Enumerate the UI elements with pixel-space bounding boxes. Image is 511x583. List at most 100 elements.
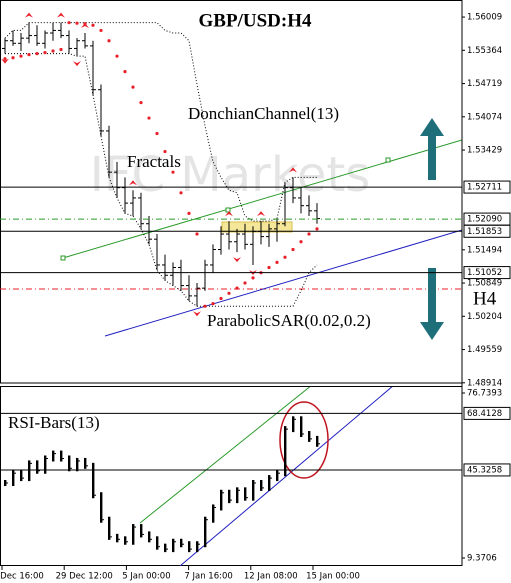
sar-dot [19,54,23,58]
rsi-bar [292,416,295,433]
level-box [463,463,511,477]
trend-anchor [60,255,66,261]
fractal-up [225,211,233,217]
sar-dot [91,23,95,27]
annotation: DonchianChannel(13) [188,104,339,123]
rsi-bar [148,531,151,543]
sar-dot [235,286,239,290]
trend-anchor [385,157,391,163]
sar-dot [187,211,191,216]
rsi-bar [52,450,55,462]
rsi-bar [276,470,279,482]
rsi-bar [36,460,39,474]
sar-dot [107,39,111,43]
level-label: 1.52090 [467,215,502,225]
y-tick-label: 1.48914 [467,378,502,388]
rsi-bar [164,543,167,553]
rsi-bar [116,533,119,543]
timeframe-label: H4 [473,288,497,309]
rsi-bar [260,479,263,491]
annotation: RSI-Bars(13) [8,413,100,432]
y-tick-label: 1.55364 [467,46,502,56]
rsi-panel [0,386,463,566]
chart-title: GBP/USD:H4 [199,10,312,31]
level-label: 1.51853 [467,227,502,237]
y-tick-label: 1.50849 [467,279,502,289]
y-tick-label: 1.50204 [467,312,502,322]
y-tick-label: 1.56009 [467,13,502,23]
rsi-bar [108,516,111,540]
fractal-up [129,180,137,186]
rsi-bar [212,504,215,523]
sar-dot [211,302,215,306]
rsi-bar [28,460,31,482]
rsi-bar [284,426,287,477]
rsi-bar [60,450,63,462]
sar-dot [243,281,247,285]
level-label: 68.4128 [467,409,502,419]
x-tick-label: 5 Jan 00:00 [122,572,170,582]
sar-dot [123,70,127,74]
trend-line [179,387,393,566]
rsi-bar [196,541,199,553]
sar-dot [171,170,175,174]
sar-dot [307,232,311,236]
rsi-bar [12,470,15,486]
sar-dot [115,54,119,58]
trend-line [139,387,311,524]
rsi-bar [252,479,255,501]
sar-dot [291,247,295,252]
sar-dot [267,265,271,270]
rsi-bar [244,487,247,501]
rsi-bar [20,470,23,482]
y-tick-label: 9.3706 [467,554,497,564]
sar-dot [99,28,103,33]
fractal-down [193,311,201,317]
watermark: IFC Markets [90,147,371,203]
sar-dot [275,260,279,264]
sar-dot [283,255,287,259]
sar-dot [75,21,79,25]
rsi-bar [132,524,135,545]
sar-dot [3,57,7,61]
rsi-bar [68,455,71,472]
sar-dot [59,47,63,52]
level-box [463,266,511,280]
trend-line [104,229,462,337]
rsi-bar [84,457,87,469]
fractal-up [289,167,297,173]
x-tick-label: 7 Jan 16:00 [184,572,232,582]
trend-anchor [225,207,231,213]
rsi-bar [180,538,183,548]
sar-dot [43,50,47,55]
rsi-bar [156,536,159,550]
sar-dot [67,21,71,25]
level-box [463,406,511,420]
rsi-bar [188,541,191,553]
rsi-bar [124,536,127,545]
x-tick-label: 12 Jan 08:00 [244,572,298,582]
sar-dot [227,291,231,295]
sar-dot [27,53,31,57]
sar-dot [163,149,167,154]
sar-dot [203,304,207,308]
x-tick-label: 29 Dec 12:00 [56,572,113,582]
fractal-down [233,257,241,263]
rsi-bar [44,455,47,474]
y-tick-label: 1.53429 [467,146,502,156]
rsi-bar [92,462,95,499]
sar-dot [131,85,135,89]
rsi-bar [268,475,271,491]
fractal-up [81,22,89,28]
y-tick-label: 1.54074 [467,112,502,122]
sar-dot [11,56,15,60]
sar-dot [251,276,255,280]
rsi-bar [140,524,143,538]
up-arrow [420,118,444,180]
rsi-bar [220,489,223,511]
level-label: 1.51052 [467,268,502,278]
rsi-bar [100,492,103,523]
sar-dot [195,232,199,236]
rsi-bar [236,487,239,504]
